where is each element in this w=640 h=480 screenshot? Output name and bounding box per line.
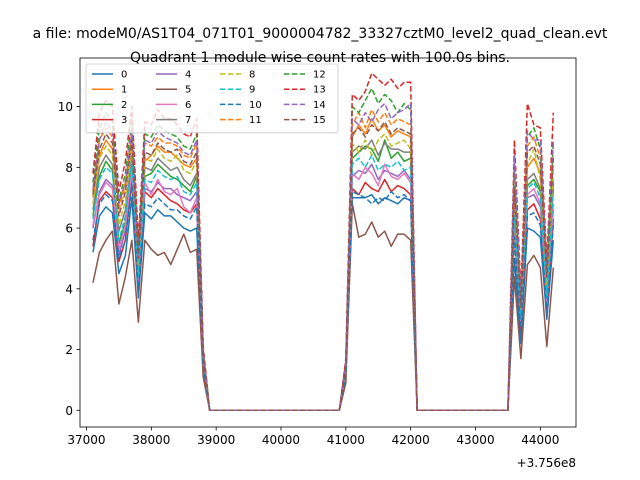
plot-area bbox=[92, 72, 555, 412]
series-line-2 bbox=[92, 139, 555, 412]
legend-label-11: 11 bbox=[249, 115, 262, 126]
legend-label-9: 9 bbox=[249, 85, 255, 96]
legend-label-3: 3 bbox=[121, 115, 127, 126]
legend-label-15: 15 bbox=[313, 115, 326, 126]
series-line-15 bbox=[92, 121, 555, 412]
legend-label-12: 12 bbox=[313, 70, 326, 81]
x-tick-label: 37000 bbox=[67, 433, 105, 447]
y-tick-label: 2 bbox=[65, 343, 73, 357]
series-line-10 bbox=[92, 184, 555, 412]
y-tick-label: 10 bbox=[58, 100, 73, 114]
series-line-0 bbox=[92, 193, 555, 412]
legend-label-1: 1 bbox=[121, 85, 127, 96]
axes: 37000 38000 39000 40000 41000 42000 43000 44000… bbox=[58, 57, 577, 447]
y-tick-label: 4 bbox=[65, 282, 73, 296]
series-line-7 bbox=[92, 139, 555, 412]
legend-label-8: 8 bbox=[249, 70, 255, 81]
series-lines bbox=[92, 72, 555, 412]
legend-label-10: 10 bbox=[249, 100, 262, 111]
x-tick-label: 43000 bbox=[456, 433, 494, 447]
legend-label-5: 5 bbox=[185, 85, 191, 96]
x-tick-label: 38000 bbox=[132, 433, 170, 447]
legend-label-13: 13 bbox=[313, 85, 326, 96]
x-tick-label: 42000 bbox=[392, 433, 430, 447]
legend-label-4: 4 bbox=[185, 70, 191, 81]
x-offset-label: +3.756e8 bbox=[517, 456, 576, 470]
x-tick-label: 41000 bbox=[327, 433, 365, 447]
y-tick-label: 8 bbox=[65, 161, 73, 175]
legend-label-14: 14 bbox=[313, 100, 326, 111]
figure-suptitle: a file: modeM0/AS1T04_071T01_9000004782_… bbox=[33, 26, 608, 42]
x-tick-label: 40000 bbox=[262, 433, 300, 447]
legend-label-7: 7 bbox=[185, 115, 191, 126]
legend-label-2: 2 bbox=[121, 100, 127, 111]
y-tick-label: 0 bbox=[65, 404, 73, 418]
series-line-12 bbox=[92, 87, 555, 412]
legend-label-0: 0 bbox=[121, 70, 127, 81]
x-tick-label: 39000 bbox=[197, 433, 235, 447]
y-tick-label: 6 bbox=[65, 222, 73, 236]
series-line-8 bbox=[92, 133, 555, 412]
axes-frame bbox=[79, 57, 577, 428]
x-tick-label: 44000 bbox=[521, 433, 559, 447]
legend-box bbox=[85, 63, 339, 134]
legend-label-6: 6 bbox=[185, 100, 191, 111]
series-line-5 bbox=[92, 203, 555, 412]
